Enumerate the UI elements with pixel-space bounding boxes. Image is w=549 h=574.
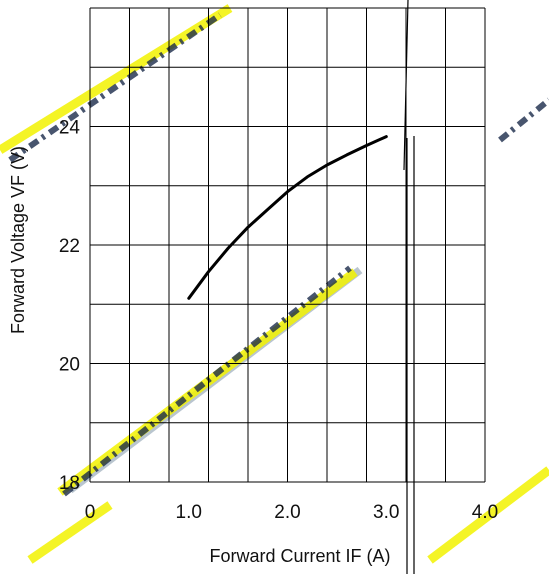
x-tick-label: 1.0 xyxy=(176,502,202,523)
stray-line xyxy=(403,0,409,171)
y-tick-label: 18 xyxy=(59,473,80,494)
watermark-streak xyxy=(62,265,352,497)
x-tick-labels: 0 1.0 2.0 3.0 4.0 xyxy=(85,502,499,523)
y-tick-label: 20 xyxy=(59,355,80,376)
x-tick-label: 2.0 xyxy=(274,502,300,523)
x-tick-label: 3.0 xyxy=(373,502,399,523)
y-axis-label: Forward Voltage VF (V) xyxy=(8,146,28,334)
watermark-streak xyxy=(498,97,549,143)
x-tick-label: 0 xyxy=(85,502,96,523)
y-tick-labels: 18 20 22 24 xyxy=(59,118,81,495)
watermark-streak xyxy=(57,268,358,496)
grid xyxy=(89,7,486,483)
x-tick-label: 4.0 xyxy=(472,502,498,523)
annotation-lines xyxy=(403,0,415,574)
series-line xyxy=(187,135,388,300)
y-tick-label: 22 xyxy=(59,236,80,257)
watermark-streak xyxy=(27,501,113,564)
x-axis-label: Forward Current IF (A) xyxy=(209,546,390,566)
y-tick-label: 24 xyxy=(59,118,81,139)
watermark-streak xyxy=(8,12,222,163)
watermark-streak xyxy=(427,466,549,564)
watermark-layer xyxy=(0,4,549,564)
watermark-streak xyxy=(0,4,233,154)
